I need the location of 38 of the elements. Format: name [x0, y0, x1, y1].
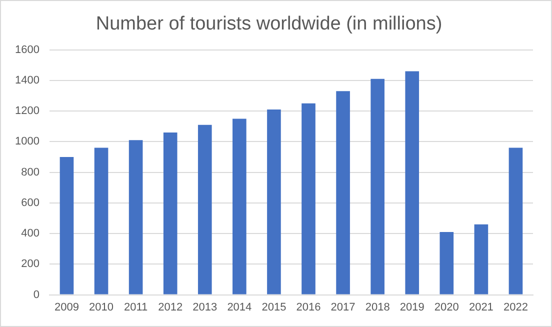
x-tick-label: 2009	[54, 301, 79, 314]
bar	[128, 140, 143, 294]
chart-title: Number of tourists worldwide (in millions)	[96, 14, 442, 35]
x-tick-label: 2015	[262, 301, 286, 314]
x-tick-label: 2013	[192, 301, 218, 314]
y-tick-label: 1400	[14, 74, 40, 86]
bar	[232, 118, 246, 294]
x-tick-label: 2010	[89, 301, 114, 314]
bar	[60, 156, 74, 294]
bar	[198, 124, 212, 294]
x-tick-label: 2017	[330, 301, 356, 314]
x-tick-label: 2022	[503, 301, 528, 314]
y-tick-label: 1200	[14, 105, 40, 118]
bar	[405, 71, 420, 294]
y-tick-label: 1000	[14, 136, 40, 148]
bar	[267, 110, 281, 294]
bar	[370, 78, 384, 294]
y-tick-label: 0	[33, 288, 40, 301]
x-tick-label: 2012	[158, 301, 183, 314]
y-tick-label: 200	[21, 258, 40, 270]
bar	[94, 148, 108, 294]
x-tick-label: 2019	[400, 301, 424, 314]
y-tick-label: 1600	[14, 44, 40, 56]
bar	[336, 91, 350, 294]
y-tick-label: 800	[21, 166, 40, 178]
bar	[508, 148, 523, 294]
y-tick-label: 400	[21, 228, 40, 240]
x-tick-label: 2011	[124, 301, 148, 314]
x-tick-label: 2020	[434, 301, 459, 314]
bar	[474, 224, 488, 294]
bar	[440, 232, 454, 294]
bar	[163, 132, 178, 294]
x-tick-label: 2016	[296, 301, 321, 314]
bar	[302, 103, 316, 294]
x-tick-label: 2021	[468, 301, 494, 314]
y-tick-label: 600	[21, 196, 40, 209]
x-tick-label: 2018	[365, 301, 390, 314]
x-tick-label: 2014	[227, 301, 252, 314]
